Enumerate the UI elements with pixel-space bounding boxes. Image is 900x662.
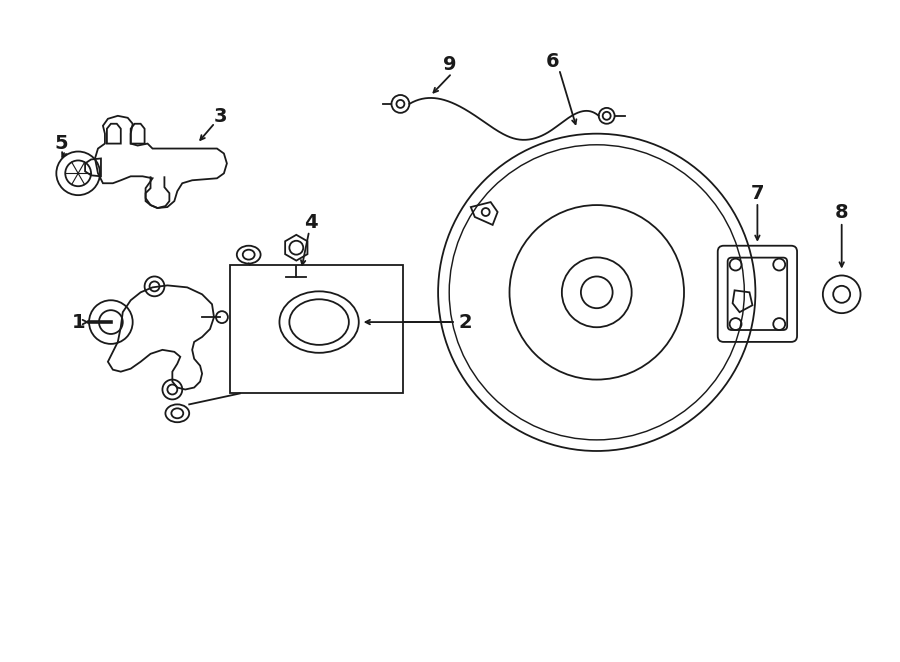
Text: 5: 5	[55, 134, 68, 153]
Text: 3: 3	[213, 107, 227, 126]
Bar	[230, 265, 403, 393]
Text: 9: 9	[443, 55, 456, 73]
Text: 6: 6	[545, 52, 559, 71]
Text: 7: 7	[751, 183, 764, 203]
Text: 8: 8	[835, 203, 849, 222]
Text: 1: 1	[71, 312, 85, 332]
Text: 2: 2	[458, 312, 472, 332]
Text: 4: 4	[304, 213, 318, 232]
